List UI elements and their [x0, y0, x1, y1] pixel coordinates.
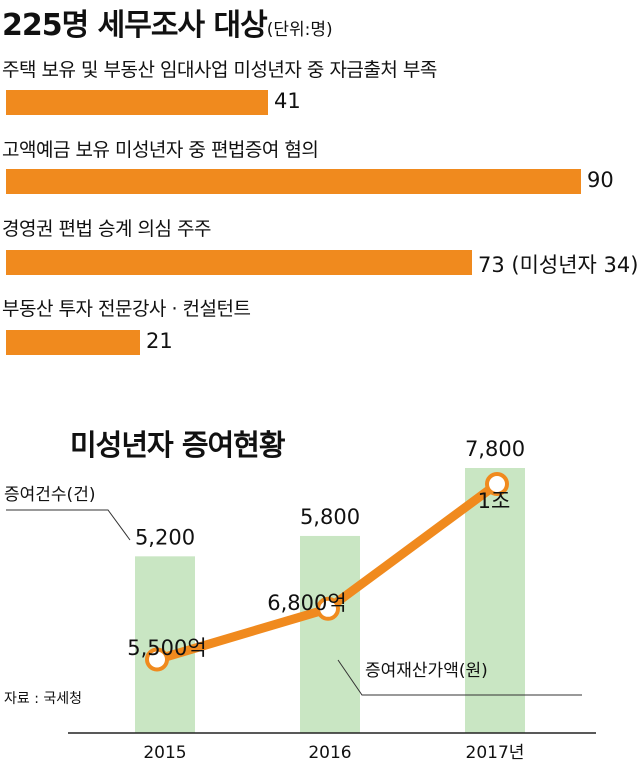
value-point-label: 5,500억 — [127, 636, 206, 660]
top-bar-label: 주택 보유 및 부동산 임대사업 미성년자 중 자금출처 부족 — [2, 59, 437, 81]
top-bar-label: 부동산 투자 전문강사 · 컨설턴트 — [2, 298, 251, 320]
bar-series-label: 증여건수(건) — [4, 485, 95, 505]
top-chart-title: 225명 세무조사 대상(단위:명) — [2, 0, 333, 44]
count-bar-value: 5,200 — [135, 525, 195, 549]
top-bar-value: 90 — [587, 168, 614, 192]
count-bar-value: 7,800 — [465, 437, 525, 461]
top-bar-value: 41 — [274, 89, 301, 113]
top-bar — [6, 330, 140, 355]
top-bar — [6, 90, 268, 115]
value-point — [145, 647, 169, 672]
top-chart-title-text: 225명 세무조사 대상 — [2, 8, 268, 43]
top-bar-value: 21 — [146, 329, 173, 353]
bottom-chart-title: 미성년자 증여현황 — [70, 428, 286, 462]
value-point — [485, 472, 509, 496]
value-point-label: 6,800억 — [267, 591, 346, 615]
top-bar-label: 고액예금 보유 미성년자 중 편법증여 혐의 — [2, 139, 319, 161]
line-series-label: 증여재산가액(원) — [365, 661, 488, 681]
top-bar-label: 경영권 편법 승계 의심 주주 — [2, 218, 211, 240]
line-series-leader — [337, 659, 582, 696]
x-tick-label: 2017년 — [466, 743, 525, 763]
x-tick-label: 2015 — [143, 743, 186, 763]
count-bar-value: 5,800 — [300, 505, 360, 529]
source-note: 자료 : 국세청 — [4, 691, 82, 707]
count-bar — [300, 535, 360, 733]
bar-series-leader — [6, 509, 131, 541]
top-chart-unit: (단위:명) — [266, 20, 333, 40]
count-bar — [465, 468, 525, 733]
count-bar — [135, 556, 195, 733]
top-bar — [6, 169, 581, 194]
value-point — [316, 596, 340, 621]
top-bar-value: 73 (미성년자 34) — [478, 253, 639, 277]
top-bar — [6, 250, 472, 275]
value-point-label: 1조 — [478, 489, 511, 513]
x-tick-label: 2016 — [308, 743, 351, 763]
